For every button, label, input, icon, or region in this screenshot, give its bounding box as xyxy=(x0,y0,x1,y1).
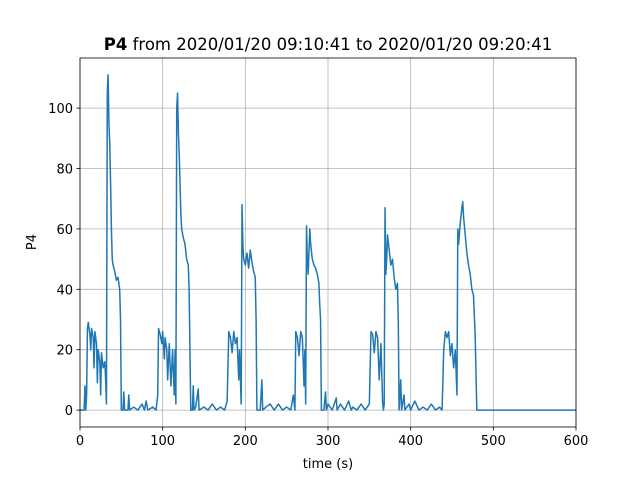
y-tick-label: 60 xyxy=(56,223,73,238)
x-axis-label: time (s) xyxy=(303,457,353,472)
x-tick-label: 300 xyxy=(316,434,341,449)
title-bold: P4 xyxy=(104,35,128,54)
chart-title: P4 from 2020/01/20 09:10:41 to 2020/01/2… xyxy=(104,35,552,54)
x-tick-label: 500 xyxy=(481,434,506,449)
y-tick-label: 80 xyxy=(56,163,73,178)
line-series xyxy=(80,74,576,411)
y-tick-label: 20 xyxy=(56,344,73,359)
x-tick-label: 0 xyxy=(76,434,84,449)
x-tick-label: 200 xyxy=(233,434,258,449)
x-tick-label: 400 xyxy=(398,434,423,449)
y-axis-label: P4 xyxy=(25,234,40,250)
x-tick-label: 600 xyxy=(564,434,589,449)
title-text: from 2020/01/20 09:10:41 to 2020/01/20 0… xyxy=(133,35,553,54)
plot-frame xyxy=(79,57,577,428)
x-tick-label: 100 xyxy=(150,434,175,449)
y-tick-label: 40 xyxy=(56,283,73,298)
y-tick-label: 0 xyxy=(65,404,73,419)
y-tick-label: 100 xyxy=(48,102,73,117)
